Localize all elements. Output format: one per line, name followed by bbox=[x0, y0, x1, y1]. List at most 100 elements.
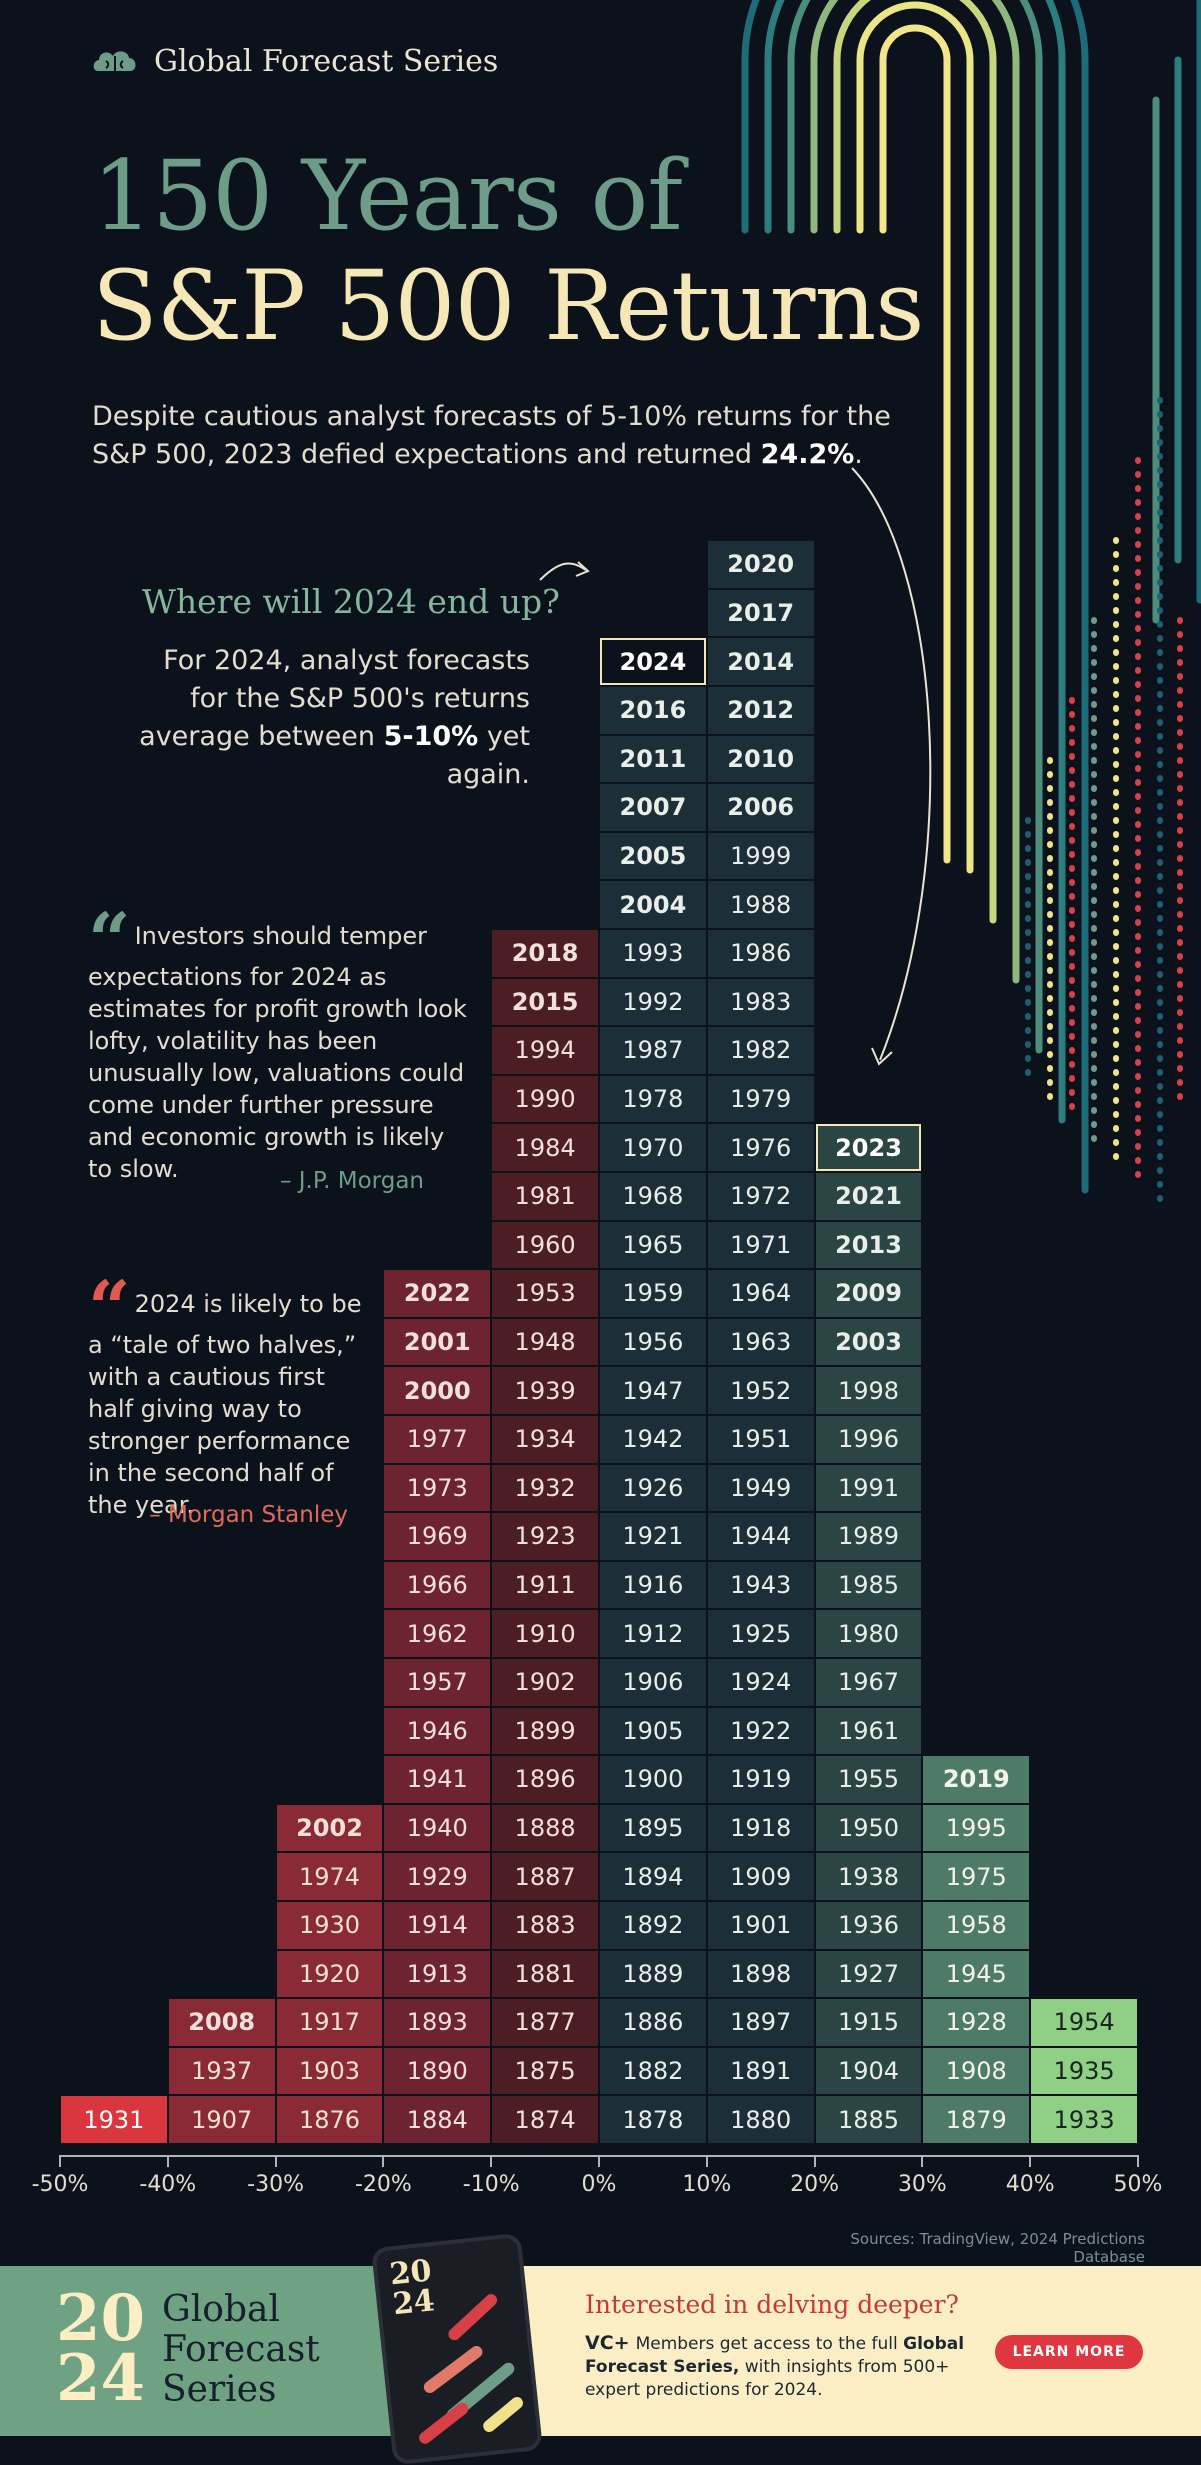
histogram-cell-1900: 1900 bbox=[600, 1756, 706, 1803]
footer-brand-panel bbox=[0, 2266, 420, 2436]
histogram-cell-1892: 1892 bbox=[600, 1902, 706, 1949]
x-axis-tick bbox=[382, 2155, 385, 2167]
histogram-cell-1951: 1951 bbox=[707, 1416, 814, 1463]
x-axis-tick bbox=[274, 2155, 277, 2167]
histogram-cell-1929: 1929 bbox=[384, 1853, 491, 1900]
histogram-cell-1942: 1942 bbox=[600, 1416, 706, 1463]
footer-brand-text: Global Forecast Series bbox=[162, 2289, 320, 2410]
question-arrow-head bbox=[575, 561, 590, 577]
histogram-cell-1928: 1928 bbox=[923, 1999, 1030, 2046]
histogram-cell-1936: 1936 bbox=[815, 1902, 922, 1949]
question-body-text: For 2024, analyst forecasts for the S&P … bbox=[139, 645, 530, 752]
histogram-cell-1885: 1885 bbox=[815, 2096, 922, 2143]
brand-header: Global Forecast Series bbox=[92, 44, 498, 79]
question-end: yet again. bbox=[446, 721, 530, 790]
brand-name: Global Forecast Series bbox=[154, 44, 499, 79]
histogram-cell-1956: 1956 bbox=[600, 1318, 706, 1366]
histogram-cell-2002: 2002 bbox=[276, 1804, 383, 1852]
question-arrow bbox=[539, 562, 587, 581]
histogram-cell-1953: 1953 bbox=[492, 1270, 598, 1317]
histogram-cell-1945: 1945 bbox=[923, 1950, 1030, 1998]
histogram-cell-2009: 2009 bbox=[815, 1270, 922, 1317]
histogram-cell-1896: 1896 bbox=[492, 1756, 598, 1803]
histogram-cell-1947: 1947 bbox=[600, 1367, 706, 1414]
histogram-cell-1880: 1880 bbox=[707, 2096, 814, 2143]
x-axis-tick-label: 0% bbox=[581, 2172, 617, 2197]
intro-text: Despite cautious analyst forecasts of 5-… bbox=[92, 398, 892, 474]
histogram-cell-1944: 1944 bbox=[707, 1513, 814, 1560]
x-axis-tick bbox=[1029, 2155, 1032, 2167]
histogram-cell-1881: 1881 bbox=[492, 1950, 598, 1998]
histogram-cell-1962: 1962 bbox=[384, 1610, 491, 1657]
histogram-cell-1966: 1966 bbox=[384, 1561, 491, 1609]
histogram-cell-1886: 1886 bbox=[600, 1999, 706, 2046]
x-axis-tick-label: -10% bbox=[462, 2172, 520, 2197]
histogram-cell-1920: 1920 bbox=[276, 1950, 383, 1998]
histogram-cell-1902: 1902 bbox=[492, 1659, 598, 1706]
histogram-cell-1939: 1939 bbox=[492, 1367, 598, 1414]
histogram-cell-1927: 1927 bbox=[815, 1950, 922, 1998]
x-axis-tick bbox=[1137, 2155, 1139, 2167]
histogram-cell-1914: 1914 bbox=[384, 1902, 491, 1949]
histogram-cell-1906: 1906 bbox=[600, 1659, 706, 1706]
histogram-cell-1877: 1877 bbox=[492, 1999, 598, 2046]
histogram-cell-2003: 2003 bbox=[815, 1318, 922, 1366]
intro-highlight: 24.2% bbox=[760, 439, 855, 470]
intro-arrow-head bbox=[871, 1047, 893, 1066]
histogram-cell-1980: 1980 bbox=[815, 1610, 922, 1657]
quote-jp-morgan: “Investors should temper expectations fo… bbox=[88, 904, 468, 1185]
histogram-cell-1889: 1889 bbox=[600, 1950, 706, 1998]
histogram-cell-1882: 1882 bbox=[600, 2047, 706, 2095]
cta-body: VC+ Members get access to the full Global… bbox=[585, 2332, 965, 2402]
histogram-cell-1878: 1878 bbox=[600, 2096, 706, 2143]
x-axis-tick-label: -40% bbox=[139, 2172, 197, 2197]
histogram-cell-2000: 2000 bbox=[384, 1367, 491, 1414]
question-title: Where will 2024 end up? bbox=[142, 582, 560, 621]
histogram-cell-1934: 1934 bbox=[492, 1416, 598, 1463]
learn-more-button[interactable]: LEARN MORE bbox=[995, 2335, 1143, 2369]
x-axis-tick-label: 10% bbox=[682, 2172, 732, 2197]
histogram-cell-1894: 1894 bbox=[600, 1853, 706, 1900]
histogram-cell-1879: 1879 bbox=[923, 2096, 1030, 2143]
cta-text-bold: Global Forecast Series, bbox=[585, 2334, 965, 2377]
histogram-cell-1901: 1901 bbox=[707, 1902, 814, 1949]
histogram-cell-1955: 1955 bbox=[815, 1756, 922, 1803]
histogram-cell-1948: 1948 bbox=[492, 1318, 598, 1366]
quote-morgan-stanley: “2024 is likely to be a “tale of two hal… bbox=[88, 1272, 368, 1521]
histogram-cell-1916: 1916 bbox=[600, 1561, 706, 1609]
x-axis-tick bbox=[166, 2155, 169, 2167]
x-axis-tick bbox=[705, 2155, 708, 2167]
histogram-cell-1875: 1875 bbox=[492, 2047, 598, 2095]
vc-plus-logo: VC+ bbox=[585, 2332, 630, 2354]
histogram-cell-2001: 2001 bbox=[384, 1318, 491, 1366]
histogram-cell-1876: 1876 bbox=[276, 2096, 383, 2143]
quote-attribution: – J.P. Morgan bbox=[279, 1168, 424, 1194]
x-axis-tick bbox=[59, 2155, 61, 2167]
footer-year-bottom: 24 bbox=[56, 2341, 146, 2416]
histogram-cell-1964: 1964 bbox=[707, 1270, 814, 1317]
histogram-cell-1932: 1932 bbox=[492, 1464, 598, 1512]
histogram-cell-2008: 2008 bbox=[168, 1999, 275, 2046]
histogram-cell-1954: 1954 bbox=[1031, 1999, 1137, 2046]
histogram-cell-1888: 1888 bbox=[492, 1804, 598, 1852]
histogram-cell-1974: 1974 bbox=[276, 1853, 383, 1900]
histogram-cell-1941: 1941 bbox=[384, 1756, 491, 1803]
x-axis-tick-label: 50% bbox=[1113, 2172, 1163, 2197]
histogram-cell-1908: 1908 bbox=[923, 2047, 1030, 2095]
histogram-cell-1915: 1915 bbox=[815, 1999, 922, 2046]
histogram-cell-1911: 1911 bbox=[492, 1561, 598, 1609]
histogram-cell-1897: 1897 bbox=[707, 1999, 814, 2046]
histogram-cell-1967: 1967 bbox=[815, 1659, 922, 1706]
histogram-cell-1907: 1907 bbox=[168, 2096, 275, 2143]
cta-title: Interested in delving deeper? bbox=[585, 2290, 959, 2319]
histogram-cell-1931: 1931 bbox=[61, 2096, 167, 2143]
histogram-cell-1909: 1909 bbox=[707, 1853, 814, 1900]
brain-cloud-icon bbox=[93, 50, 136, 71]
histogram-cell-1943: 1943 bbox=[707, 1561, 814, 1609]
histogram-cell-1883: 1883 bbox=[492, 1902, 598, 1949]
x-axis-tick-label: -50% bbox=[31, 2172, 89, 2197]
histogram-cell-1912: 1912 bbox=[600, 1610, 706, 1657]
histogram-cell-1957: 1957 bbox=[384, 1659, 491, 1706]
x-axis-tick-label: 30% bbox=[897, 2172, 947, 2197]
intro-arrow bbox=[851, 467, 932, 1061]
